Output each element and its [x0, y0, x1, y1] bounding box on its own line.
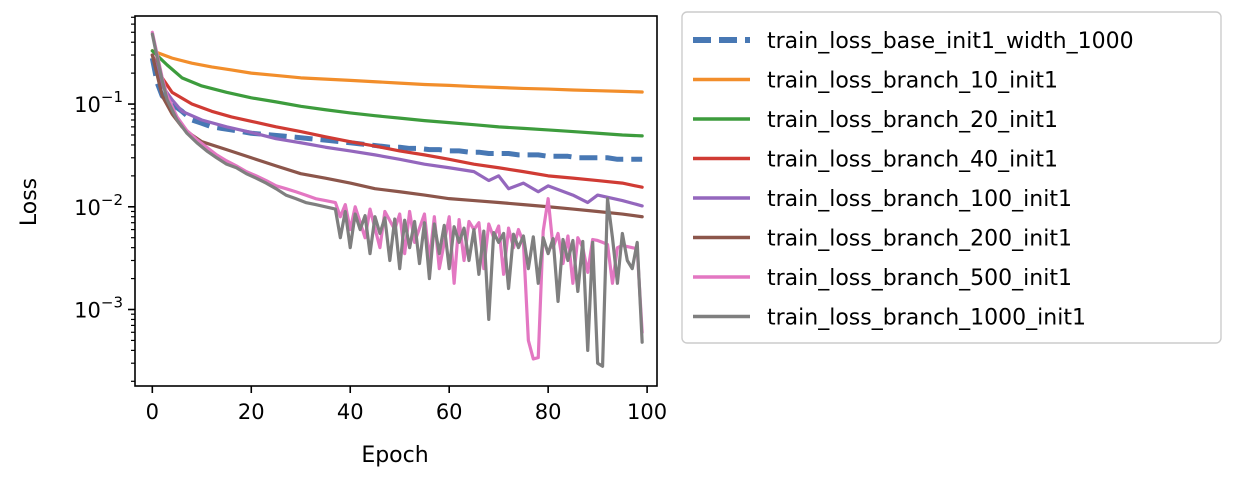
series-line-8	[150, 32, 644, 368]
legend-label: train_loss_branch_200_init1	[767, 227, 1072, 252]
x-tick-label: 80	[535, 400, 562, 424]
series-line-5	[150, 53, 644, 208]
x-tick-label: 40	[337, 400, 364, 424]
legend-label: train_loss_branch_100_init1	[767, 187, 1072, 212]
x-axis-title: Epoch	[361, 443, 428, 468]
y-tick-label: 10−1	[74, 88, 123, 117]
series-lines	[149, 30, 644, 368]
legend-label: train_loss_base_init1_width_1000	[767, 29, 1134, 54]
plot-frame	[134, 15, 658, 387]
legend-label: train_loss_branch_500_init1	[767, 266, 1072, 291]
x-tick-label: 100	[627, 400, 667, 424]
x-tick-label: 60	[436, 400, 463, 424]
legend-label: train_loss_branch_20_init1	[767, 108, 1058, 133]
y-tick-base: 10	[74, 196, 101, 220]
y-tick-base: 10	[74, 299, 101, 323]
y-tick-exponent: −3	[101, 294, 123, 312]
series-line-1	[149, 57, 643, 162]
y-tick-label: 10−2	[74, 191, 123, 220]
y-tick-base: 10	[74, 93, 101, 117]
legend-label: train_loss_branch_40_init1	[767, 148, 1058, 173]
series-line-3	[150, 49, 644, 138]
series-line-4	[150, 53, 644, 189]
y-tick-label: 10−3	[74, 294, 123, 323]
x-tick-label: 20	[238, 400, 265, 424]
legend: train_loss_base_init1_width_1000 train_lo…	[681, 11, 1222, 344]
series-line-2	[150, 49, 644, 94]
y-tick-exponent: −2	[101, 191, 123, 209]
y-axis-title: Loss	[17, 178, 42, 226]
y-tick-exponent: −1	[101, 88, 123, 106]
legend-label: train_loss_branch_1000_init1	[767, 306, 1086, 331]
legend-label: train_loss_branch_10_init1	[767, 69, 1058, 94]
series-line-7	[150, 30, 644, 361]
plot-border	[134, 15, 658, 387]
x-tick-label: 0	[146, 400, 159, 424]
legend-box	[681, 11, 1222, 344]
